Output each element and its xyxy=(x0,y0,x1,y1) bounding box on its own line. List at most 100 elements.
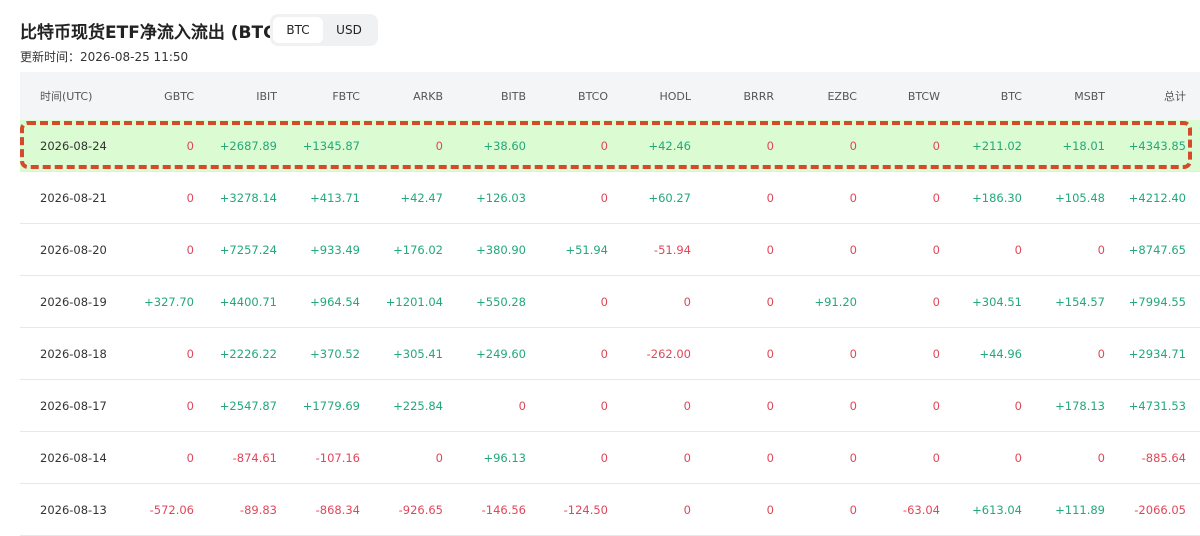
flow-cell: +1779.69 xyxy=(302,398,360,413)
flow-cell: -885.64 xyxy=(1141,450,1186,465)
flow-cell: 0 xyxy=(849,138,857,153)
flow-cell: 0 xyxy=(683,450,691,465)
table-row: 2026-08-19 +327.70 +4400.71 +964.54 +1201.04… xyxy=(20,276,1200,328)
flow-cell: 0 xyxy=(1097,450,1105,465)
flow-cell: 0 xyxy=(186,346,194,361)
date-cell: 2026-08-24 xyxy=(40,138,107,153)
column-header: BTCO xyxy=(578,89,608,103)
flow-cell: 0 xyxy=(1014,242,1022,257)
flow-cell: 0 xyxy=(186,138,194,153)
flow-cell: 0 xyxy=(766,398,774,413)
flow-cell: -262.00 xyxy=(646,346,691,361)
flow-cell: 0 xyxy=(766,138,774,153)
flow-cell: +186.30 xyxy=(972,190,1022,205)
flow-cell: +126.03 xyxy=(476,190,526,205)
column-header: GBTC xyxy=(164,89,194,103)
flow-cell: +7257.24 xyxy=(219,242,277,257)
column-header: BTC xyxy=(1000,89,1022,103)
flow-cell: +305.41 xyxy=(393,346,443,361)
flow-cell: 0 xyxy=(849,242,857,257)
date-cell: 2026-08-13 xyxy=(40,502,107,517)
date-cell: 2026-08-14 xyxy=(40,450,107,465)
flow-cell: +60.27 xyxy=(648,190,691,205)
flow-cell: +8747.65 xyxy=(1128,242,1186,257)
flow-cell: 0 xyxy=(932,398,940,413)
table-header: 时间(UTC) GBTC IBIT FBTC ARKB BITB BTCO HODL BRRR E… xyxy=(20,72,1200,120)
flow-cell: 0 xyxy=(766,346,774,361)
flow-cell: 0 xyxy=(600,346,608,361)
flow-cell: 0 xyxy=(849,450,857,465)
flow-cell: +2934.71 xyxy=(1128,346,1186,361)
flow-cell: +327.70 xyxy=(144,294,194,309)
flow-cell: 0 xyxy=(849,190,857,205)
flow-cell: +176.02 xyxy=(393,242,443,257)
flow-cell: +42.46 xyxy=(648,138,691,153)
table-row: 2026-08-17 0 +2547.87 +1779.69 +225.84 0 0 0 0 0 0… xyxy=(20,380,1200,432)
flow-cell: +4212.40 xyxy=(1128,190,1186,205)
column-header: HODL xyxy=(659,89,691,103)
flow-cell: +413.71 xyxy=(310,190,360,205)
flow-cell: +4343.85 xyxy=(1128,138,1186,153)
flow-cell: +613.04 xyxy=(972,502,1022,517)
flow-cell: +964.54 xyxy=(310,294,360,309)
flow-cell: 0 xyxy=(435,138,443,153)
flow-cell: 0 xyxy=(186,190,194,205)
flow-cell: +550.28 xyxy=(476,294,526,309)
flow-cell: +370.52 xyxy=(310,346,360,361)
flow-cell: -926.65 xyxy=(398,502,443,517)
flow-cell: -146.56 xyxy=(481,502,526,517)
flow-cell: -124.50 xyxy=(563,502,608,517)
table-row: 2026-08-24 0 +2687.89 +1345.87 0 +38.60 0 +42.4… xyxy=(20,120,1200,172)
flow-cell: 0 xyxy=(683,398,691,413)
date-cell: 2026-08-20 xyxy=(40,242,107,257)
flow-cell: 0 xyxy=(932,138,940,153)
flow-cell: +18.01 xyxy=(1062,138,1105,153)
table-row: 2026-08-20 0 +7257.24 +933.49 +176.02 +380.90… xyxy=(20,224,1200,276)
flow-cell: -107.16 xyxy=(315,450,360,465)
date-cell: 2026-08-19 xyxy=(40,294,107,309)
flow-cell: +211.02 xyxy=(972,138,1022,153)
title: 比特币现货ETF净流入流出 (BTC) xyxy=(20,23,284,43)
flow-cell: 0 xyxy=(600,138,608,153)
flow-cell: +51.94 xyxy=(565,242,608,257)
flow-cell: +3278.14 xyxy=(219,190,277,205)
flow-cell: 0 xyxy=(683,294,691,309)
flow-cell: 0 xyxy=(849,398,857,413)
column-header: MSBT xyxy=(1074,89,1105,103)
flow-cell: 0 xyxy=(186,398,194,413)
flow-cell: -63.04 xyxy=(902,502,940,517)
flow-cell: 0 xyxy=(932,346,940,361)
column-header: BITB xyxy=(500,89,526,103)
toggle-usd[interactable]: USD xyxy=(336,23,362,37)
toggle-btc[interactable]: BTC xyxy=(273,17,323,43)
flow-cell: -868.34 xyxy=(315,502,360,517)
table-row: 2026-08-14 0 -874.61 -107.16 0 +96.13 0 0 0 0 0 0 0 -… xyxy=(20,432,1200,484)
flow-cell: +2687.89 xyxy=(219,138,277,153)
column-header: FBTC xyxy=(332,89,360,103)
flow-cell: 0 xyxy=(600,294,608,309)
flow-cell: +91.20 xyxy=(814,294,857,309)
flow-cell: +105.48 xyxy=(1055,190,1105,205)
flow-cell: 0 xyxy=(186,242,194,257)
flow-cell: 0 xyxy=(435,450,443,465)
flow-cell: -89.83 xyxy=(239,502,277,517)
flow-cell: 0 xyxy=(1014,450,1022,465)
flow-cell: +380.90 xyxy=(476,242,526,257)
flow-cell: +1201.04 xyxy=(385,294,443,309)
flow-cell: 0 xyxy=(1014,398,1022,413)
flow-cell: +96.13 xyxy=(483,450,526,465)
column-header: BTCW xyxy=(907,89,940,103)
flow-cell: 0 xyxy=(766,450,774,465)
unit-toggle: BTC USD xyxy=(270,14,378,46)
flow-cell: +7994.55 xyxy=(1128,294,1186,309)
date-cell: 2026-08-17 xyxy=(40,398,107,413)
flow-cell: 0 xyxy=(1097,346,1105,361)
column-header: ARKB xyxy=(413,89,443,103)
flow-cell: +38.60 xyxy=(483,138,526,153)
flow-cell: +44.96 xyxy=(979,346,1022,361)
flow-cell: +4400.71 xyxy=(219,294,277,309)
flow-cell: +2226.22 xyxy=(219,346,277,361)
table-row: 2026-08-21 0 +3278.14 +413.71 +42.47 +126.03 0… xyxy=(20,172,1200,224)
flow-cell: 0 xyxy=(1097,242,1105,257)
